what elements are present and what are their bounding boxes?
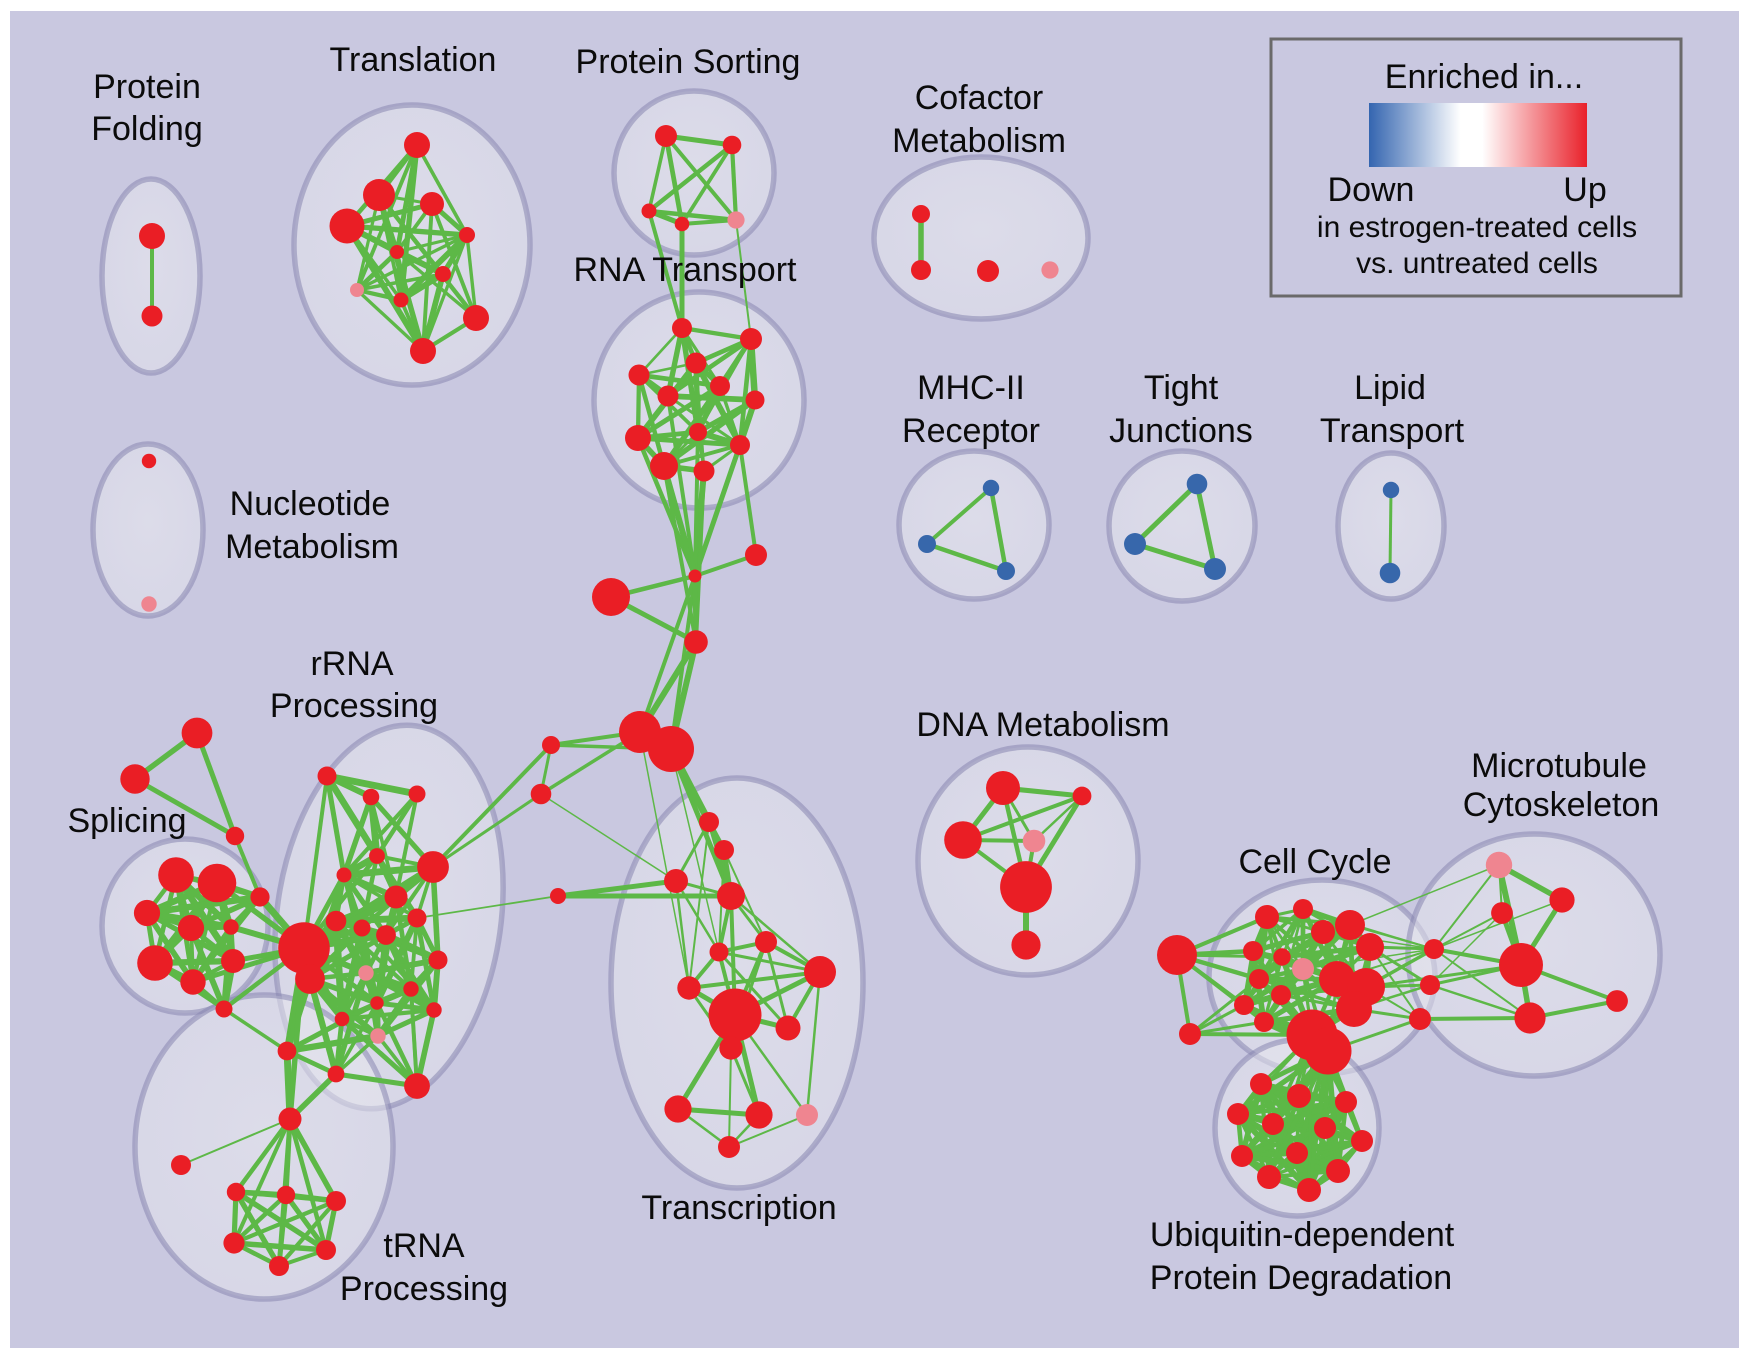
svg-text:Up: Up: [1563, 171, 1606, 209]
svg-text:Splicing: Splicing: [67, 802, 186, 840]
svg-text:Transport: Transport: [1320, 412, 1465, 450]
svg-text:Protein Sorting: Protein Sorting: [576, 43, 801, 81]
svg-text:Transcription: Transcription: [641, 1189, 836, 1227]
svg-text:Metabolism: Metabolism: [892, 122, 1066, 160]
svg-text:Down: Down: [1328, 171, 1415, 209]
svg-text:Protein: Protein: [93, 68, 201, 106]
svg-text:Ubiquitin-dependent: Ubiquitin-dependent: [1150, 1216, 1455, 1254]
svg-text:Junctions: Junctions: [1109, 412, 1253, 450]
svg-text:tRNA: tRNA: [383, 1227, 465, 1265]
svg-text:Metabolism: Metabolism: [225, 528, 399, 566]
svg-text:Cell Cycle: Cell Cycle: [1238, 843, 1391, 881]
svg-text:Folding: Folding: [91, 110, 203, 148]
svg-text:Translation: Translation: [330, 41, 497, 79]
svg-text:Lipid: Lipid: [1354, 369, 1426, 407]
svg-text:DNA Metabolism: DNA Metabolism: [916, 706, 1169, 744]
svg-text:Tight: Tight: [1144, 369, 1219, 407]
svg-text:Cytoskeleton: Cytoskeleton: [1463, 786, 1660, 824]
svg-text:Processing: Processing: [340, 1270, 508, 1308]
svg-text:in estrogen-treated cells: in estrogen-treated cells: [1317, 211, 1637, 244]
svg-text:rRNA: rRNA: [310, 645, 393, 683]
svg-text:MHC-II: MHC-II: [917, 369, 1025, 407]
svg-text:Protein Degradation: Protein Degradation: [1150, 1259, 1452, 1297]
svg-text:RNA Transport: RNA Transport: [574, 251, 798, 289]
svg-text:Enriched in...: Enriched in...: [1385, 58, 1583, 96]
svg-text:Processing: Processing: [270, 687, 438, 725]
svg-text:Receptor: Receptor: [902, 412, 1040, 450]
svg-text:Cofactor: Cofactor: [915, 79, 1044, 117]
svg-text:vs. untreated cells: vs. untreated cells: [1356, 247, 1598, 280]
svg-text:Microtubule: Microtubule: [1471, 747, 1647, 785]
svg-text:Nucleotide: Nucleotide: [230, 485, 391, 523]
